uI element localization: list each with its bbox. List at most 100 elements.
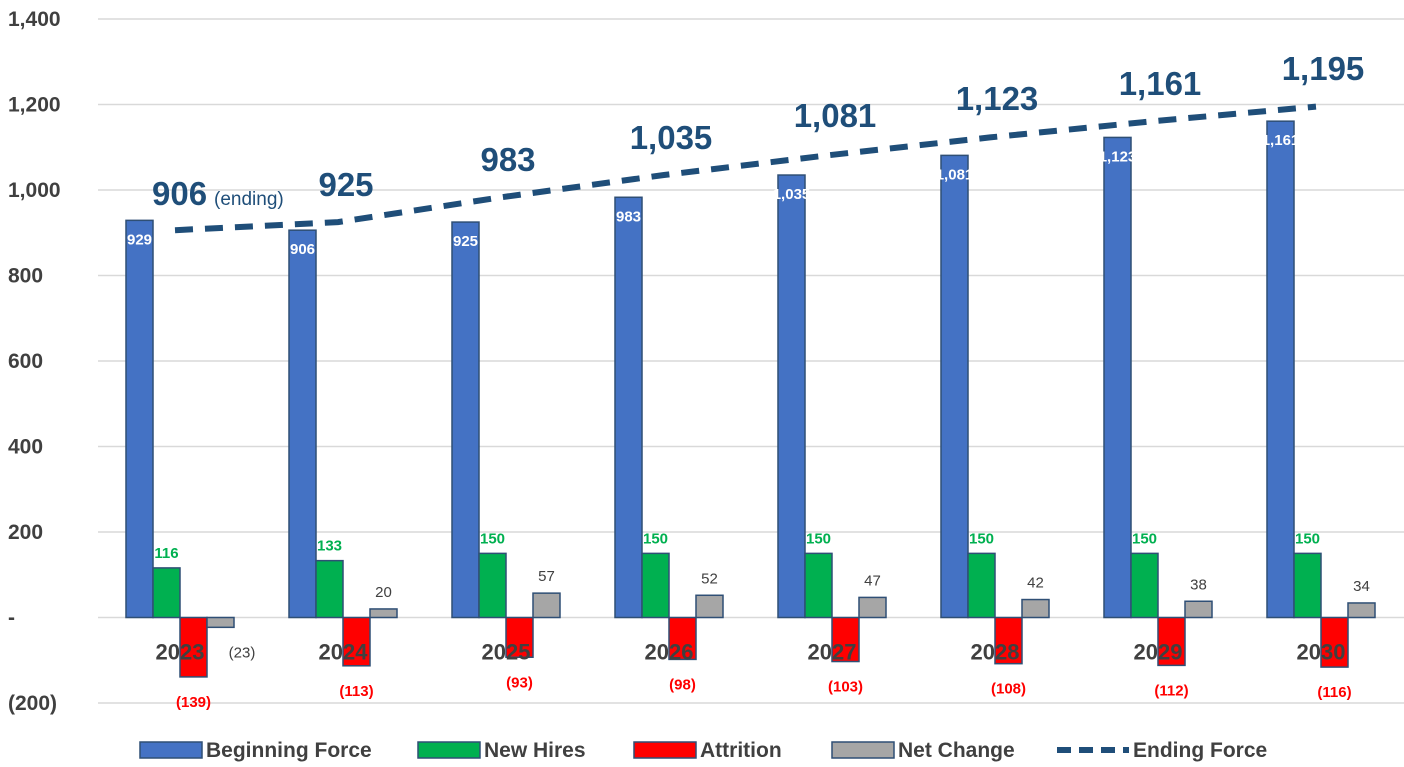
bar-new-hires [478, 552, 507, 619]
data-label-net-change: 20 [375, 584, 392, 601]
data-label-new-hires: 116 [154, 545, 178, 562]
bar-attrition [342, 616, 371, 667]
legend-label-net-change: Net Change [898, 739, 1015, 762]
bar-layer [125, 120, 1376, 678]
bar-beginning-force [451, 221, 480, 619]
data-label-net-change: 34 [1353, 578, 1370, 595]
bar-beginning-force [288, 229, 317, 619]
data-label-beginning-force: 929 [127, 231, 152, 248]
bar-new-hires [315, 559, 344, 619]
legend-label-ending-force: Ending Force [1133, 739, 1267, 762]
bar-net-change [1021, 598, 1050, 619]
data-label-new-hires: 150 [480, 530, 505, 547]
bar-beginning-force [1103, 136, 1132, 619]
bar-new-hires [1130, 552, 1159, 619]
data-label-new-hires: 150 [806, 530, 831, 547]
data-label-beginning-force: 906 [290, 241, 315, 258]
data-label-new-hires: 150 [643, 530, 668, 547]
x-tick-label: 2026 [645, 640, 694, 665]
data-label-attrition: (139) [176, 694, 211, 711]
data-label-beginning-force: 1,161 [1262, 132, 1300, 149]
data-label-new-hires: 150 [969, 530, 994, 547]
legend-swatch-attrition [633, 741, 697, 759]
x-tick-label: 2025 [482, 640, 531, 665]
data-label-attrition: (103) [828, 679, 863, 696]
data-label-attrition: (116) [1317, 684, 1351, 701]
y-tick-label: 1,000 [8, 179, 61, 202]
bar-attrition [831, 616, 860, 663]
data-label-ending-force: 1,195 [1282, 50, 1365, 87]
bar-beginning-force [940, 154, 969, 619]
data-label-net-change: 52 [701, 570, 718, 587]
legend-swatch-net-change [831, 741, 895, 759]
data-label-net-change: (23) [229, 645, 256, 662]
x-tick-label: 2023 [156, 640, 205, 665]
bar-new-hires [1293, 552, 1322, 619]
bar-attrition [668, 616, 697, 661]
data-label-ending-force: 925 [318, 166, 373, 203]
y-tick-label: 1,200 [8, 94, 61, 117]
y-tick-label: - [8, 607, 15, 630]
data-label-net-change: 47 [864, 572, 881, 589]
data-label-beginning-force: 925 [453, 233, 478, 250]
data-label-beginning-force: 1,123 [1099, 148, 1137, 165]
data-label-beginning-force: 983 [616, 208, 641, 225]
bar-net-change [206, 616, 235, 629]
data-label-new-hires: 150 [1132, 530, 1157, 547]
y-tick-label: 400 [8, 436, 43, 459]
bar-attrition [1157, 616, 1186, 667]
data-label-beginning-force: 1,035 [773, 186, 811, 203]
x-tick-label: 2027 [808, 640, 857, 665]
data-label-ending-force: 1,035 [630, 119, 713, 156]
legend: Beginning Force New Hires Attrition Net Cha… [139, 739, 1267, 762]
data-label-new-hires: 150 [1295, 530, 1320, 547]
data-label-attrition: (112) [1154, 682, 1188, 699]
bar-new-hires [967, 552, 996, 619]
x-tick-label: 2030 [1297, 640, 1346, 665]
y-tick-label: 800 [8, 265, 43, 288]
legend-label-beginning-force: Beginning Force [206, 739, 372, 762]
data-label-ending-force: 1,161 [1119, 65, 1202, 102]
bar-beginning-force [125, 219, 154, 619]
line-ending-force [174, 103, 1317, 234]
legend-label-new-hires: New Hires [484, 739, 586, 762]
data-label-ending-force: 983 [480, 141, 535, 178]
ending-note-label: (ending) [214, 189, 284, 210]
legend-label-attrition: Attrition [700, 739, 782, 762]
y-tick-label: (200) [8, 692, 57, 715]
x-tick-label: 2028 [971, 640, 1020, 665]
data-label-ending-force: 1,123 [956, 80, 1039, 117]
bar-new-hires [804, 552, 833, 619]
data-label-attrition: (98) [669, 676, 696, 693]
legend-swatch-beginning-force [139, 741, 203, 759]
bar-beginning-force [614, 196, 643, 619]
bar-attrition [1320, 616, 1349, 668]
data-label-attrition: (108) [991, 681, 1026, 698]
data-label-attrition: (113) [339, 683, 373, 700]
bar-new-hires [152, 567, 181, 619]
bar-net-change [1347, 602, 1376, 619]
legend-swatch-new-hires [417, 741, 481, 759]
data-label-beginning-force: 1,081 [936, 166, 974, 183]
line-layer [174, 103, 1317, 234]
data-label-net-change: 38 [1190, 576, 1207, 593]
data-label-new-hires: 133 [317, 538, 342, 555]
y-tick-label: 600 [8, 350, 43, 373]
bar-attrition [994, 616, 1023, 665]
data-label-ending-force: 1,081 [794, 97, 877, 134]
data-label-net-change: 57 [538, 568, 555, 585]
bar-new-hires [641, 552, 670, 619]
y-tick-label: 200 [8, 521, 43, 544]
bar-net-change [695, 594, 724, 619]
bar-beginning-force [777, 174, 806, 619]
data-label-ending-force: 906 [152, 175, 207, 212]
data-label-attrition: (93) [506, 674, 533, 691]
x-tick-label: 2029 [1134, 640, 1183, 665]
bar-attrition [179, 616, 208, 678]
bar-net-change [369, 608, 398, 619]
bar-net-change [532, 592, 561, 619]
bar-beginning-force [1266, 120, 1295, 619]
y-tick-label: 1,400 [8, 8, 61, 31]
